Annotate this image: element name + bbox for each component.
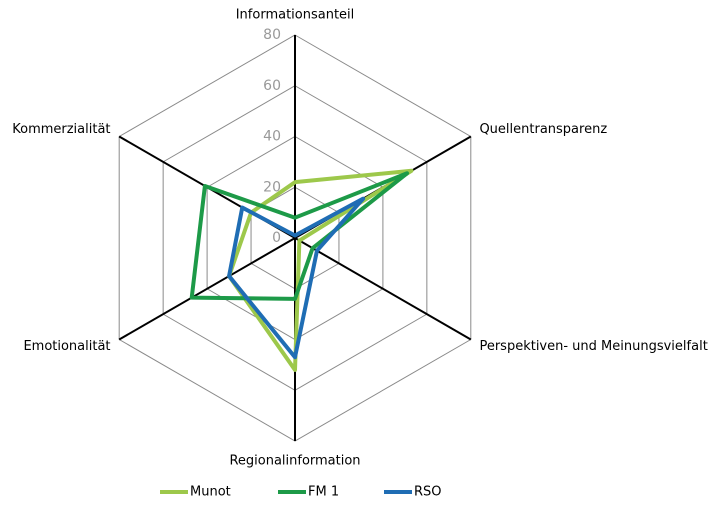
category-label: Emotionalität: [23, 339, 110, 354]
category-label: Perspektiven- und Meinungsvielfalt: [479, 339, 707, 354]
legend-label: RSO: [414, 485, 442, 500]
y-tick-label: 20: [263, 179, 281, 195]
y-tick-label: 60: [263, 78, 281, 94]
y-tick-label: 40: [263, 129, 281, 145]
category-label: Quellentransparenz: [479, 122, 607, 137]
axis-line: [294, 237, 472, 341]
legend-label: Munot: [190, 485, 231, 500]
series-line: [227, 196, 366, 360]
category-label: Regionalinformation: [229, 454, 360, 469]
axis-line: [118, 237, 296, 341]
series-line: [189, 171, 410, 301]
category-label: Informationsanteil: [236, 8, 355, 23]
y-tick-label: 0: [272, 230, 281, 246]
y-tick-label: 80: [263, 27, 281, 43]
legend-label: FM 1: [308, 485, 339, 500]
category-label: Kommerzialität: [12, 122, 110, 137]
series-line: [227, 168, 414, 372]
